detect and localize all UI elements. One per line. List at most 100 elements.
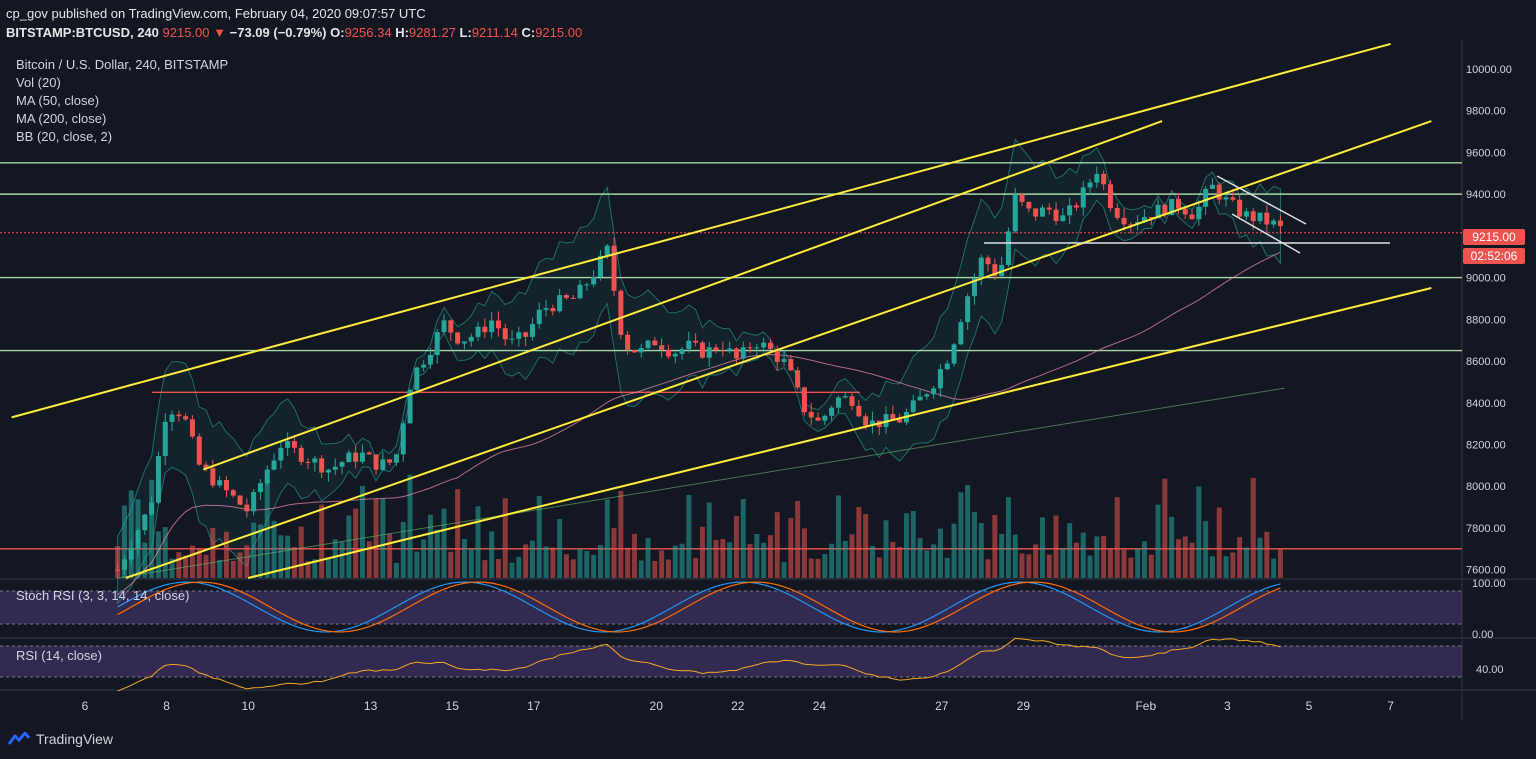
stoch-rsi-label[interactable]: Stoch RSI (3, 3, 14, 14, close) (16, 588, 190, 603)
candle-body (278, 447, 284, 461)
volume-bar (591, 554, 597, 578)
volume-bar (1209, 556, 1215, 578)
volume-bar (761, 542, 767, 578)
legend-volume[interactable]: Vol (20) (16, 75, 61, 90)
candle-body (924, 394, 930, 397)
candle-body (1230, 197, 1236, 200)
volume-bar (577, 548, 583, 578)
volume-bar (563, 554, 569, 578)
tradingview-logo-icon (8, 732, 30, 745)
candle-body (801, 387, 807, 413)
candle-body (509, 338, 515, 340)
volume-bar (291, 547, 297, 578)
volume-bar (305, 561, 311, 578)
volume-bar (1162, 478, 1168, 578)
volume-bar (121, 505, 127, 578)
candle-body (774, 348, 780, 362)
volume-bar (917, 538, 923, 578)
candle-body (910, 400, 916, 412)
stoch-axis-label: 0.00 (1472, 629, 1493, 641)
volume-bar (482, 560, 488, 578)
candle-body (257, 483, 263, 493)
volume-bar (523, 544, 529, 578)
volume-bar (1039, 517, 1045, 578)
candle-body (1039, 207, 1045, 217)
candle-body (1189, 214, 1195, 220)
candle-body (536, 309, 542, 324)
volume-bar (495, 558, 501, 578)
candle-body (978, 257, 984, 279)
volume-bar (638, 560, 644, 578)
channel-trendline (11, 42, 1391, 419)
candle-body (693, 340, 699, 343)
volume-bar (747, 543, 753, 578)
volume-bar (740, 498, 746, 578)
tradingview-brand[interactable]: TradingView (8, 731, 113, 747)
indicator-legend: Bitcoin / U.S. Dollar, 240, BITSTAMP Vol… (16, 56, 228, 146)
candle-body (502, 328, 508, 340)
candle-body (325, 469, 331, 473)
candle-body (1067, 205, 1073, 216)
legend-symbol[interactable]: Bitcoin / U.S. Dollar, 240, BITSTAMP (16, 57, 229, 72)
volume-bar (1026, 554, 1032, 578)
volume-bar (992, 515, 998, 578)
candle-body (631, 350, 637, 353)
volume-bar (1277, 548, 1283, 578)
candle-body (1271, 220, 1277, 225)
volume-bar (774, 512, 780, 578)
candle-body (468, 336, 474, 342)
candle-body (1223, 197, 1229, 200)
volume-bar (1189, 542, 1195, 578)
candle-body (1121, 217, 1127, 225)
volume-bar (359, 486, 365, 578)
candle-body (1182, 208, 1188, 215)
candle-body (679, 349, 685, 354)
volume-bar (155, 531, 161, 578)
volume-bar (999, 534, 1005, 578)
legend-bollinger[interactable]: BB (20, close, 2) (16, 129, 113, 144)
volume-bar (727, 542, 733, 578)
candle-body (781, 359, 787, 362)
volume-bar (1060, 548, 1066, 578)
legend-ma200[interactable]: MA (200, close) (16, 111, 107, 126)
candle-body (1162, 204, 1168, 216)
candle-body (523, 332, 529, 337)
legend-ma50[interactable]: MA (50, close) (16, 93, 100, 108)
volume-bar (257, 524, 263, 578)
volume-bar (448, 551, 454, 578)
volume-bar (223, 531, 229, 578)
candle-body (869, 420, 875, 426)
candle-body (1264, 212, 1270, 225)
symbol-ohlc-bar: BITSTAMP:BTCUSD, 240 9215.00 ▼ −73.09 (−… (6, 25, 582, 40)
rsi-axis-label: 40.00 (1476, 664, 1504, 676)
candle-body (1169, 199, 1175, 216)
candle-body (495, 320, 501, 329)
rsi-label[interactable]: RSI (14, close) (16, 648, 102, 663)
candle-body (149, 502, 155, 515)
channel-trendline (247, 287, 1432, 579)
volume-bar (1005, 497, 1011, 578)
candle-body (1175, 199, 1181, 209)
candle-body (155, 456, 161, 503)
date-tick-label: 17 (527, 699, 541, 713)
candle-body (1053, 209, 1059, 222)
volume-bar (890, 541, 896, 578)
candle-body (931, 388, 937, 395)
candle-body (788, 359, 794, 371)
candle-body (992, 264, 998, 276)
candle-body (1155, 204, 1161, 219)
volume-bar (1101, 535, 1107, 578)
candle-body (1012, 194, 1018, 232)
volume-bar (625, 547, 631, 578)
volume-bar (733, 516, 739, 578)
volume-bar (788, 517, 794, 578)
price-tick-label: 8600.00 (1466, 356, 1506, 368)
volume-bar (618, 490, 624, 578)
candle-body (740, 347, 746, 359)
candle-body (971, 278, 977, 297)
volume-bar (210, 527, 216, 578)
volume-bar (380, 498, 386, 578)
candle-body (625, 334, 631, 351)
candle-body (407, 389, 413, 424)
